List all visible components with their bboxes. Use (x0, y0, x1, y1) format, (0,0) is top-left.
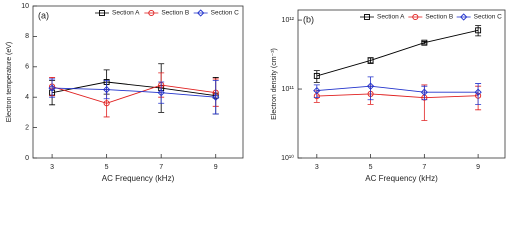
panel: 0 2 4 6 8 10 3 5 7 9 AC Frequency (kHz) Electron te… (6, 3, 244, 183)
marker (460, 13, 468, 21)
error-bar (421, 85, 428, 101)
y-tick-label: 10¹¹ (282, 86, 295, 93)
legend-label: Section C (474, 14, 502, 21)
y-tick-label: 10¹⁰ (281, 154, 294, 162)
y-tick-label: 6 (25, 64, 29, 71)
x-tick-label: 9 (214, 164, 218, 171)
plot-frame (32, 5, 244, 159)
marker (420, 88, 428, 96)
series-line (316, 85, 479, 93)
x-tick-label: 5 (369, 164, 373, 171)
y-axis-label: Electron density (cm⁻³) (271, 48, 278, 120)
marker (412, 13, 419, 21)
y-tick-label: 8 (25, 33, 29, 40)
marker (157, 89, 165, 97)
marker (367, 57, 374, 64)
error-bar (475, 83, 482, 105)
x-tick-label: 7 (422, 164, 426, 171)
legend-marker (197, 9, 205, 17)
legend-marker (148, 9, 155, 17)
marker (313, 72, 320, 79)
plot-frame (297, 9, 506, 159)
x-tick-label: 9 (476, 164, 480, 171)
marker (313, 86, 321, 95)
marker (102, 85, 111, 94)
y-tick-label: 10 (21, 3, 29, 10)
error-bar (103, 80, 110, 100)
marker (474, 88, 482, 96)
page: {"chart_data": [ {"type": "line", "panel… (5, 2, 506, 184)
error-bar (475, 25, 482, 37)
x-tick-label: 7 (159, 164, 163, 171)
marker (475, 27, 482, 34)
series-line (51, 84, 216, 104)
error-bar (421, 41, 428, 45)
legend-label: Section B (425, 14, 453, 21)
error-bar (367, 76, 374, 101)
marker (148, 9, 155, 17)
x-axis-label: AC Frequency (kHz) (102, 174, 175, 183)
error-bar (49, 78, 56, 98)
x-tick-label: 3 (315, 164, 319, 171)
legend-label: Section A (377, 14, 405, 21)
y-axis-label: Electron temperature (eV) (6, 42, 13, 123)
marker (366, 82, 375, 90)
legend-marker (460, 13, 468, 21)
panel-label: (b) (303, 14, 314, 24)
marker (103, 100, 110, 107)
legend-marker (412, 13, 419, 21)
chart-figure: 0 2 4 6 8 10 3 5 7 9 AC Frequency (kHz) Electron te… (6, 3, 506, 183)
x-tick-label: 3 (50, 164, 54, 171)
series-line (316, 29, 479, 77)
series-line (316, 93, 479, 99)
legend-label: Section B (161, 10, 189, 17)
y-tick-label: 0 (25, 155, 29, 162)
marker (99, 10, 105, 16)
legend-label: Section C (211, 10, 239, 17)
y-tick-label: 10¹² (282, 17, 295, 24)
marker (48, 84, 56, 92)
marker (212, 93, 220, 101)
error-bar (313, 70, 320, 83)
y-tick-label: 4 (25, 94, 29, 101)
panel-label: (a) (38, 10, 49, 20)
series-line (52, 81, 216, 97)
series-line (52, 87, 216, 98)
error-bar (158, 81, 165, 104)
y-tick-label: 2 (25, 124, 29, 131)
panel: 10¹⁰ 10¹¹ 10¹² 3 5 7 9 AC Frequency (kHz) Electr… (271, 9, 506, 183)
x-axis-label: AC Frequency (kHz) (365, 174, 438, 183)
marker (421, 39, 428, 46)
marker (197, 9, 205, 17)
marker (364, 14, 370, 20)
legend-marker (364, 14, 370, 20)
error-bar (212, 80, 219, 115)
x-tick-label: 5 (105, 164, 109, 171)
legend-label: Section A (112, 10, 140, 17)
legend-marker (99, 10, 105, 16)
